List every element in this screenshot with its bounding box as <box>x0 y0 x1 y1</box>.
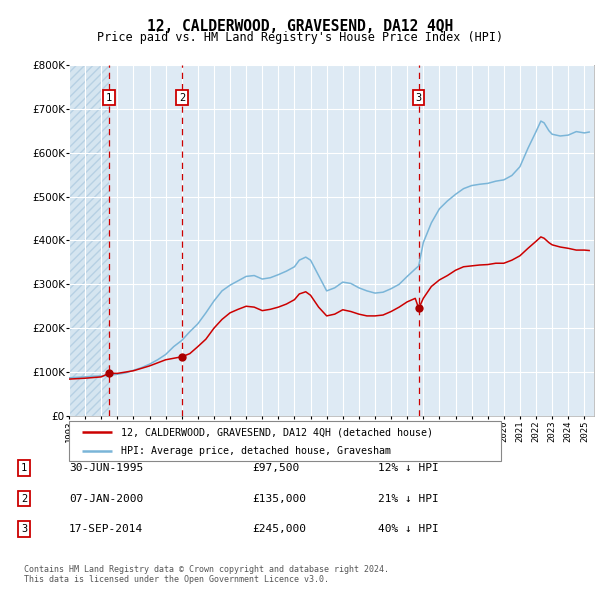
Text: HPI: Average price, detached house, Gravesham: HPI: Average price, detached house, Grav… <box>121 447 391 456</box>
Text: 2: 2 <box>179 93 185 103</box>
Text: Price paid vs. HM Land Registry's House Price Index (HPI): Price paid vs. HM Land Registry's House … <box>97 31 503 44</box>
Text: 12, CALDERWOOD, GRAVESEND, DA12 4QH (detached house): 12, CALDERWOOD, GRAVESEND, DA12 4QH (det… <box>121 427 433 437</box>
Text: 2: 2 <box>21 494 27 503</box>
Text: 3: 3 <box>21 525 27 534</box>
Text: 07-JAN-2000: 07-JAN-2000 <box>69 494 143 503</box>
Text: 40% ↓ HPI: 40% ↓ HPI <box>378 525 439 534</box>
Text: £97,500: £97,500 <box>252 463 299 473</box>
Text: £135,000: £135,000 <box>252 494 306 503</box>
Text: 17-SEP-2014: 17-SEP-2014 <box>69 525 143 534</box>
Text: This data is licensed under the Open Government Licence v3.0.: This data is licensed under the Open Gov… <box>24 575 329 584</box>
Text: 30-JUN-1995: 30-JUN-1995 <box>69 463 143 473</box>
Text: Contains HM Land Registry data © Crown copyright and database right 2024.: Contains HM Land Registry data © Crown c… <box>24 565 389 574</box>
FancyBboxPatch shape <box>69 421 501 461</box>
Text: 21% ↓ HPI: 21% ↓ HPI <box>378 494 439 503</box>
Text: 12% ↓ HPI: 12% ↓ HPI <box>378 463 439 473</box>
Text: 12, CALDERWOOD, GRAVESEND, DA12 4QH: 12, CALDERWOOD, GRAVESEND, DA12 4QH <box>147 19 453 34</box>
Text: 3: 3 <box>416 93 422 103</box>
Text: £245,000: £245,000 <box>252 525 306 534</box>
Text: 1: 1 <box>106 93 112 103</box>
Bar <box>69 65 109 416</box>
Text: 1: 1 <box>21 463 27 473</box>
Bar <box>69 65 109 416</box>
